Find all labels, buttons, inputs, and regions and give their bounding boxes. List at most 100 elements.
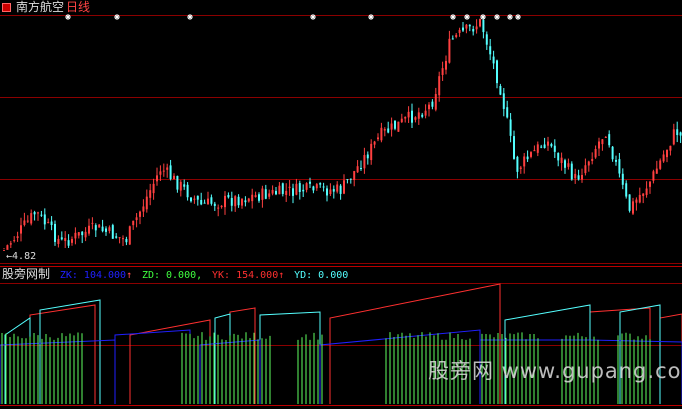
candle <box>394 120 396 129</box>
yd-line <box>39 299 101 404</box>
candle <box>356 166 359 173</box>
stock-name: 南方航空 <box>16 0 65 14</box>
candle <box>349 178 352 180</box>
signal-marker-icon <box>450 14 456 20</box>
candle <box>343 180 345 194</box>
candle <box>230 198 233 206</box>
candle <box>530 152 532 157</box>
candle <box>329 189 332 194</box>
candle <box>462 27 464 31</box>
candle <box>448 38 451 63</box>
candle <box>247 198 250 202</box>
zk-line <box>114 329 191 404</box>
indicator-name[interactable]: 股旁网制 <box>2 267 51 281</box>
candle <box>71 239 73 243</box>
candle <box>625 183 628 197</box>
candle <box>370 143 373 161</box>
candle <box>550 144 553 147</box>
candle <box>186 184 189 198</box>
candle <box>33 212 36 215</box>
period-label[interactable]: 日线 <box>66 0 91 14</box>
candle <box>295 183 298 195</box>
candle <box>414 117 417 120</box>
candle <box>47 222 50 224</box>
candle <box>183 184 186 187</box>
candle <box>659 160 662 169</box>
candle <box>60 237 63 240</box>
candle <box>383 129 386 131</box>
candle <box>380 127 383 141</box>
candle <box>16 236 19 239</box>
signal-marker-icon <box>114 14 120 20</box>
candle <box>543 144 546 149</box>
indicator-legend: 股旁网制 ZK: 104.000↑ ZD: 0.000, YK: 154.000… <box>2 267 348 281</box>
candle <box>94 225 97 231</box>
candle <box>285 190 288 195</box>
candle <box>632 201 634 214</box>
candle <box>115 236 118 238</box>
candle <box>254 195 257 197</box>
candle <box>190 197 192 202</box>
candle <box>482 20 485 33</box>
candle <box>302 189 305 192</box>
candle <box>23 220 26 225</box>
candle <box>387 128 390 133</box>
zd-value: ZD: 0.000, <box>141 270 203 281</box>
candle <box>468 24 471 27</box>
candle <box>322 186 325 188</box>
candle <box>173 175 175 180</box>
candle <box>210 197 213 204</box>
candle <box>479 19 481 27</box>
candle <box>438 76 441 96</box>
candle <box>203 202 206 204</box>
candle <box>111 225 114 239</box>
candle <box>594 149 597 158</box>
candle <box>615 159 617 162</box>
candle <box>523 156 526 167</box>
candle <box>179 181 182 191</box>
candle <box>118 237 121 239</box>
candle <box>353 171 356 180</box>
candle <box>54 223 56 242</box>
candle <box>84 231 87 238</box>
stock-icon <box>2 3 11 12</box>
candle <box>424 110 427 116</box>
candle <box>652 171 655 181</box>
candle <box>465 24 468 29</box>
candle <box>513 136 515 159</box>
signal-marker-icon <box>494 14 500 20</box>
candle <box>485 34 488 45</box>
candle <box>258 194 260 201</box>
chart-title: 南方航空 日线 <box>2 0 90 14</box>
candle <box>519 167 522 169</box>
candle <box>509 119 512 136</box>
low-price-label: ←4.82 <box>6 251 37 262</box>
candle <box>642 193 645 197</box>
candle <box>88 225 90 234</box>
candle <box>366 154 369 159</box>
candle <box>336 184 339 192</box>
candle <box>591 158 594 161</box>
candle <box>271 189 274 194</box>
candle <box>125 238 128 243</box>
candle <box>13 240 16 242</box>
candle <box>577 175 580 180</box>
candle <box>411 110 413 123</box>
candle <box>9 243 12 245</box>
yk-line <box>329 283 501 404</box>
candle <box>649 181 651 187</box>
candle <box>217 207 220 209</box>
candle <box>332 189 335 192</box>
candle <box>292 188 294 196</box>
candle <box>57 238 60 244</box>
candle <box>128 226 131 245</box>
up-arrow-icon: ↑ <box>278 270 285 281</box>
candle <box>373 141 376 145</box>
candle <box>6 245 9 250</box>
candle <box>679 132 682 136</box>
candle <box>434 94 437 110</box>
candle <box>397 121 400 132</box>
watermark: 股旁网 www.gupang.com <box>428 359 682 383</box>
